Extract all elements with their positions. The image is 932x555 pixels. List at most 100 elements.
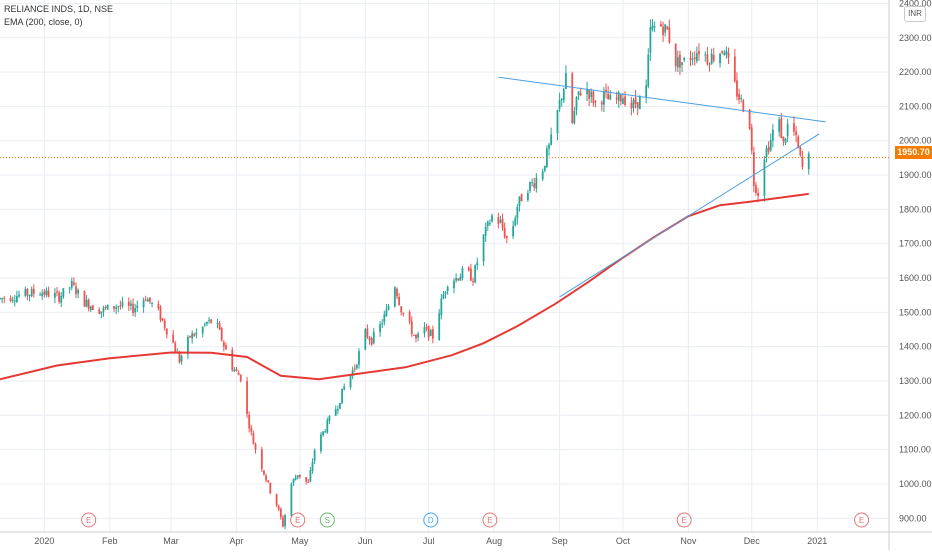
candle-body	[98, 309, 101, 314]
candle-body	[203, 324, 206, 326]
candle-body	[706, 54, 709, 64]
candle-body	[68, 287, 71, 289]
candle-body	[617, 92, 620, 101]
candle-body	[11, 299, 14, 301]
candle-body	[292, 479, 295, 484]
candle-body	[343, 386, 346, 390]
event-marker	[81, 512, 97, 528]
candle-body	[541, 171, 544, 180]
candle-body	[189, 335, 191, 338]
y-tick-label: 1300.00	[899, 376, 932, 386]
y-tick-label: 1100.00	[899, 445, 931, 455]
candle-body	[632, 99, 635, 109]
candle-body	[161, 318, 164, 321]
candle-body	[797, 136, 800, 148]
candle-body	[605, 89, 607, 93]
event-marker	[290, 512, 306, 528]
candle-body	[379, 324, 381, 333]
candle-body	[423, 327, 426, 334]
candle-body	[294, 477, 297, 481]
symbol-title[interactable]: RELIANCE INDS, 1D, NSE	[4, 4, 114, 14]
candle-body	[400, 306, 403, 313]
candle-body	[235, 369, 238, 371]
candle-body	[784, 138, 787, 143]
candle-body	[486, 221, 489, 226]
candle-body	[482, 234, 485, 262]
currency-label[interactable]: INR	[904, 6, 926, 22]
candle-body	[520, 194, 523, 202]
candle-body	[453, 280, 455, 289]
candle-body	[296, 475, 299, 478]
y-tick-label: 1000.00	[899, 479, 932, 489]
candle-body	[501, 218, 504, 229]
candle-body	[383, 314, 386, 323]
candle-body	[577, 91, 580, 96]
candle-body	[30, 289, 33, 296]
candle-body	[600, 102, 603, 105]
candle-body	[132, 303, 134, 314]
candle-body	[634, 97, 637, 104]
candle-body	[398, 296, 400, 305]
candle-body	[54, 293, 56, 298]
candle-body	[100, 311, 103, 314]
candle-body	[666, 26, 669, 30]
event-marker-label: E	[295, 516, 300, 525]
candle-body	[191, 333, 194, 339]
candle-body	[793, 123, 795, 132]
y-tick-label: 900.00	[899, 513, 927, 523]
candle-body	[149, 297, 151, 302]
candle-body	[385, 309, 388, 317]
candle-body	[645, 85, 648, 98]
x-tick-label: Mar	[163, 536, 179, 546]
candle-body	[370, 338, 373, 345]
candle-body	[695, 53, 698, 62]
candle-body	[668, 27, 671, 43]
candle-body	[13, 300, 16, 302]
candle-body	[653, 26, 656, 28]
candle-body	[163, 320, 166, 328]
candle-body	[469, 268, 472, 281]
candle-body	[750, 127, 753, 151]
candle-body	[277, 506, 280, 510]
x-tick-label: Feb	[102, 536, 118, 546]
candle-body	[649, 27, 652, 53]
indicator-label[interactable]: EMA (200, close, 0)	[4, 17, 83, 27]
candle-body	[60, 295, 63, 303]
candle-body	[233, 369, 236, 372]
candle-body	[275, 494, 278, 506]
x-tick-label: Dec	[744, 536, 761, 546]
candle-body	[102, 307, 105, 312]
candle-body	[742, 100, 745, 112]
candle-body	[218, 323, 221, 330]
ema-line	[0, 192, 809, 381]
candle-body	[32, 288, 35, 294]
candle-body	[795, 131, 797, 136]
candle-body	[543, 165, 546, 171]
candle-body	[412, 334, 415, 336]
candle-body	[556, 110, 559, 134]
candle-body	[807, 153, 810, 170]
candle-body	[328, 416, 331, 421]
candle-body	[159, 307, 162, 320]
candle-body	[372, 331, 375, 344]
candle-body	[267, 480, 270, 482]
candle-body	[704, 54, 707, 56]
x-tick-label: Nov	[680, 536, 697, 546]
candle-body	[592, 91, 595, 104]
candle-body	[484, 226, 487, 236]
candle-body	[550, 134, 553, 145]
candle-body	[92, 305, 94, 310]
candle-body	[548, 144, 550, 149]
candle-body	[279, 508, 282, 518]
candle-body	[355, 364, 358, 369]
event-marker-label: S	[325, 516, 330, 525]
candle-body	[721, 51, 724, 53]
candle-body	[408, 311, 411, 322]
candle-body	[619, 94, 622, 102]
candle-body	[609, 95, 612, 100]
candle-body	[590, 91, 593, 97]
y-tick-label: 2200.00	[899, 67, 932, 77]
candle-body	[630, 102, 633, 109]
